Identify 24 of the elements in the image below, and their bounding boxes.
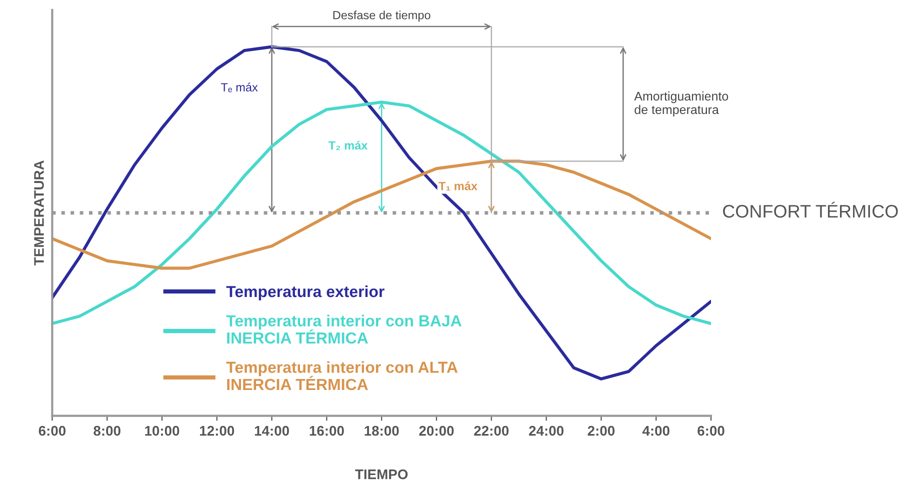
annotation: Amortiguamiento de temperatura — [634, 91, 728, 117]
x-tick-label: 12:00 — [200, 426, 234, 436]
x-tick-label: 10:00 — [145, 426, 180, 436]
x-tick-label: 20:00 — [419, 426, 454, 436]
x-tick-label: 8:00 — [94, 426, 120, 436]
annotation: Tₑ máx — [221, 82, 258, 92]
x-tick-label: 18:00 — [364, 426, 399, 436]
x-tick-label: 6:00 — [38, 426, 66, 436]
ref-line-label: CONFORT TÉRMICO — [723, 202, 898, 218]
annotation: T₂ máx — [328, 140, 368, 150]
annotation: T₁ máx — [438, 181, 478, 190]
x-tick-label: 2:00 — [588, 426, 615, 436]
legend-label: Temperatura interior con ALTA INERCIA TÉRMICA — [226, 361, 458, 390]
x-tick-label: 24:00 — [529, 426, 564, 436]
legend-label: Temperatura exterior — [226, 285, 384, 300]
x-tick-label: 4:00 — [642, 426, 670, 436]
x-tick-label: 6:00 — [698, 426, 724, 436]
legend-label: Temperatura interior con BAJA INERCIA TÉRMICA — [226, 314, 462, 344]
x-tick-label: 16:00 — [310, 426, 344, 436]
x-axis-title: TIEMPO — [355, 469, 408, 480]
y-axis-title: TEMPERATURA — [34, 160, 44, 266]
x-tick-label: 22:00 — [474, 426, 509, 436]
x-tick-label: 14:00 — [254, 426, 289, 436]
text: Desfase de tiempo — [333, 10, 430, 22]
